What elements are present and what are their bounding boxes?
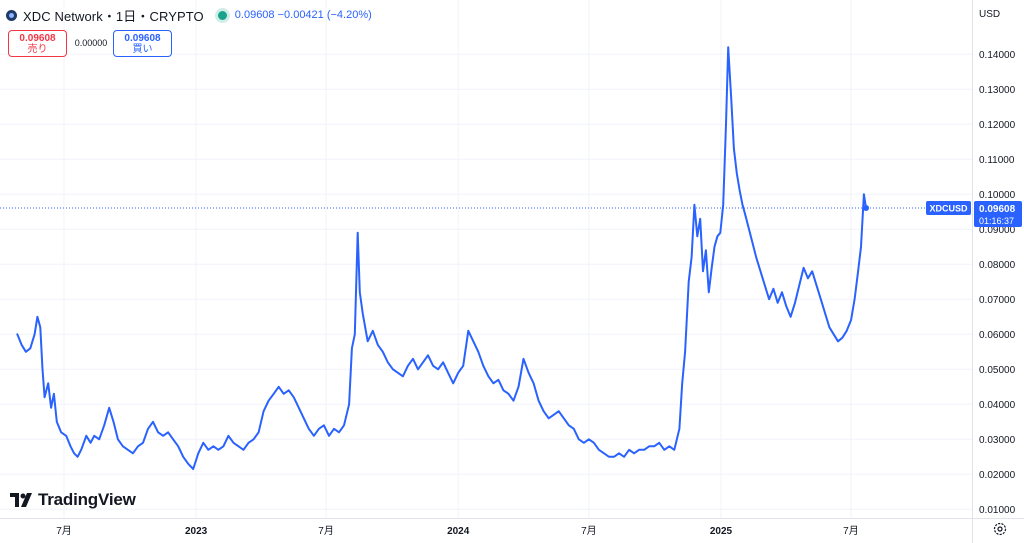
- y-tick-label: 0.05000: [979, 365, 1016, 376]
- price-tag: [974, 200, 1022, 227]
- chart-settings-gear-icon[interactable]: [991, 520, 1009, 538]
- xdc-coin-icon: [6, 9, 17, 21]
- last-price-dot: [863, 204, 870, 211]
- buy-button[interactable]: 0.09608 買い: [113, 30, 172, 57]
- x-tick-label: 7月: [581, 525, 597, 537]
- tradingview-logo[interactable]: TradingView: [10, 490, 136, 510]
- x-tick-label: 7月: [318, 525, 334, 537]
- currency-selector[interactable]: USD: [979, 9, 1001, 20]
- y-tick-label: 0.11000: [979, 155, 1015, 166]
- y-tick-label: 0.03000: [979, 435, 1016, 446]
- x-tick-label: 2023: [185, 526, 208, 537]
- x-tick-label: 2025: [710, 526, 733, 537]
- sell-label: 売り: [27, 44, 48, 55]
- y-tick-label: 0.04000: [979, 400, 1016, 411]
- y-tick-label: 0.08000: [979, 260, 1016, 271]
- y-tick-label: 0.02000: [979, 470, 1016, 481]
- y-tick-label: 0.14000: [979, 50, 1016, 61]
- price-tag-value: 0.09608: [979, 204, 1016, 215]
- symbol-tag: [926, 200, 971, 215]
- symbol-tag-label: XDCUSD: [929, 203, 968, 213]
- y-tick-label: 0.10000: [979, 190, 1016, 201]
- symbol-title[interactable]: XDC Network・1日・CRYPTO: [23, 8, 204, 24]
- price-change-readout: 0.09608 −0.00421 (−4.20%): [234, 9, 372, 21]
- buy-label: 買い: [132, 44, 153, 55]
- sell-button[interactable]: 0.09608 売り: [8, 30, 67, 57]
- y-tick-label: 0.07000: [979, 295, 1016, 306]
- price-tag-countdown: 01:16:37: [979, 216, 1014, 226]
- y-tick-label: 0.12000: [979, 120, 1016, 131]
- y-tick-label: 0.06000: [979, 330, 1016, 341]
- y-tick-label: 0.01000: [979, 505, 1016, 516]
- x-tick-label: 7月: [843, 525, 859, 537]
- x-tick-label: 7月: [56, 525, 72, 537]
- y-tick-label: 0.13000: [979, 85, 1016, 96]
- tradingview-logo-icon: [10, 493, 32, 507]
- sell-price: 0.09608: [19, 33, 56, 44]
- buy-price: 0.09608: [124, 33, 161, 44]
- tradingview-logo-text: TradingView: [38, 490, 136, 509]
- y-tick-label: 0.09000: [979, 225, 1016, 236]
- market-open-icon: [217, 10, 227, 20]
- symbol-header[interactable]: XDC Network・1日・CRYPTO 0.09608 −0.00421 (…: [6, 6, 372, 24]
- spread-value: 0.00000: [74, 38, 108, 48]
- price-series-line: [16, 46, 867, 470]
- x-tick-label: 2024: [447, 526, 470, 537]
